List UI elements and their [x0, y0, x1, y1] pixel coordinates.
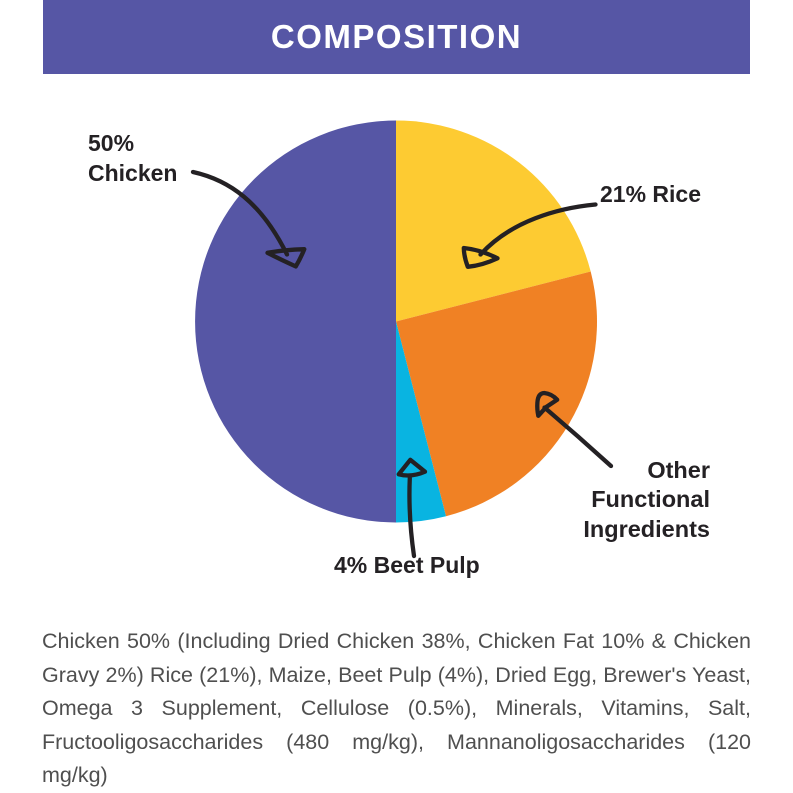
beet-arrow-head-icon — [396, 457, 428, 478]
chicken-arrow-head-icon — [265, 247, 307, 269]
callout-other-line2: Functional — [591, 486, 710, 513]
callout-chicken-line2: Chicken — [88, 160, 178, 186]
ingredients-line: Omega 3 Supplement, Cellulose (0.5%), Mi… — [42, 696, 751, 720]
callout-other-line3: Ingredients — [583, 515, 710, 542]
pie-slice-beet-pulp — [396, 321, 446, 523]
callout-rice: 21% Rice — [600, 179, 701, 209]
callout-rice-line1: 21% Rice — [600, 181, 702, 207]
callout-arrows — [190, 169, 614, 559]
other-arrow-line — [542, 405, 614, 469]
ingredients-line: Fructooligosaccharides (480 mg/kg), Mann… — [42, 729, 751, 754]
callout-chicken-line1: 50% — [88, 130, 135, 156]
pie-slices — [195, 120, 598, 523]
page-title: COMPOSITION — [270, 18, 523, 55]
other-arrow-head-icon — [535, 390, 560, 418]
ingredients-line: mg/kg) — [42, 763, 108, 787]
chicken-arrow-line — [190, 169, 290, 257]
rice-arrow-head-icon — [461, 245, 500, 269]
ingredients-line: Gravy 2%) Rice (21%), Maize, Beet Pulp (… — [42, 662, 751, 687]
callout-beet-pulp: 4% Beet Pulp — [334, 550, 480, 580]
callout-other: Other Functional Ingredients — [583, 456, 710, 544]
callout-chicken: 50% Chicken — [88, 128, 177, 188]
pie-slice-rice — [396, 120, 591, 322]
callout-other-line1: Other — [647, 457, 710, 483]
callout-beet-pulp-line1: 4% Beet Pulp — [334, 552, 480, 578]
ingredients-line: Chicken 50% (Including Dried Chicken 38%… — [42, 629, 751, 653]
pie-slice-chicken — [195, 120, 396, 523]
header-bar: COMPOSITION — [43, 0, 750, 74]
beet-arrow-line — [407, 475, 417, 559]
pie-slice-other — [396, 271, 598, 517]
ingredients-text: Chicken 50% (Including Dried Chicken 38%… — [42, 625, 751, 793]
rice-arrow-line — [478, 202, 598, 257]
